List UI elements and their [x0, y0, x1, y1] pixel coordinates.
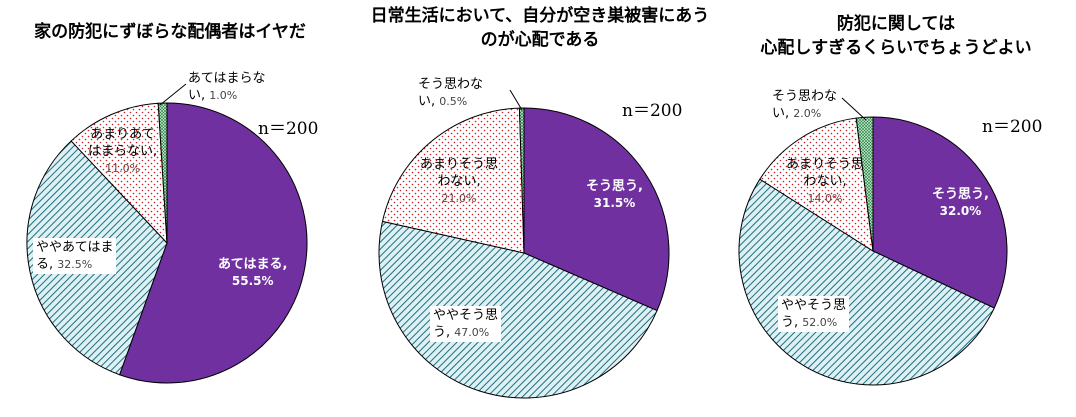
chart-title-line: 心配しすぎるくらいでちょうどよい [760, 38, 1032, 58]
slice-label-text: う, [433, 325, 451, 340]
leader-line [159, 83, 187, 106]
slice-label-agree: あてはまる, 55.5% [218, 256, 287, 290]
pie-slice-somewhat-agree [738, 178, 995, 386]
pie-svg [378, 89, 670, 399]
slice-label-text: あまりそう思 [786, 157, 865, 172]
pie-chart-burglary-worry: 日常生活において、自分が空き巣被害にあう のが心配である n＝200 そう思う,… [360, 0, 720, 417]
slice-label-text: そう思わな [772, 89, 838, 104]
slice-label-somewhat-disagree: あまりそう思 わない, 21.0% [420, 156, 498, 207]
slice-label-text: はまらない, [88, 144, 158, 159]
slice-label-text: る, [36, 257, 54, 272]
slice-label-text: そう思う, [932, 187, 989, 202]
slice-percent: 14.0% [807, 192, 843, 205]
slice-label-somewhat-agree: ややそう思 う, 52.0% [778, 296, 850, 332]
pie-svg [738, 97, 1008, 386]
leader-line [509, 89, 523, 111]
slice-label-text: あてはまる, [218, 257, 288, 272]
slice-percent: 32.0% [939, 204, 982, 218]
pie-chart-worry-is-good: 防犯に関しては 心配しすぎるくらいでちょうどよい n＝200 そう思う, 32.… [716, 0, 1076, 417]
pie-slice-disagree [518, 107, 525, 254]
slice-percent: 2.0% [793, 107, 822, 120]
slice-label-text: わない, [803, 174, 847, 189]
pie-slice-agree [872, 116, 1008, 309]
chart-title-line: のが心配である [480, 30, 600, 50]
slice-label-text: あまりそう思 [420, 157, 499, 172]
slice-label-somewhat-disagree: あまりそう思 わない, 14.0% [786, 156, 864, 207]
slice-label-agree: そう思う, 32.0% [932, 186, 989, 220]
sample-size-label: n＝200 [622, 101, 683, 121]
slice-label-somewhat-agree: ややあてはま る, 32.5% [33, 238, 117, 274]
pie-slice-somewhat-disagree [759, 117, 874, 252]
slice-label-text: あまりあて [90, 127, 155, 142]
pie-slice-agree [523, 107, 670, 312]
slice-percent: 0.5% [439, 95, 468, 108]
slice-label-text: あてはまらな [188, 71, 266, 86]
pie-chart-spouse-carelessness: 家の防犯にずぼらな配偶者はイヤだ n＝200 あてはまる, 55.5% ややあて… [0, 0, 340, 417]
slice-label-disagree: そう思わな い, 0.5% [418, 76, 483, 110]
chart-title: 家の防犯にずぼらな配偶者はイヤだ [0, 20, 340, 44]
chart-title-line: 家の防犯にずぼらな配偶者はイヤだ [34, 22, 306, 42]
slice-label-text: い, [772, 106, 790, 121]
chart-title: 防犯に関しては 心配しすぎるくらいでちょうどよい [716, 12, 1076, 60]
slice-label-text: そう思わな [418, 77, 484, 92]
pie-slice-agree [118, 102, 308, 384]
slice-label-text: そう思う, [586, 179, 643, 194]
slice-label-somewhat-agree: ややそう思 う, 47.0% [430, 306, 502, 342]
slice-label-text: ややそう思 [433, 308, 499, 323]
slice-percent: 31.5% [593, 196, 636, 210]
chart-title-line: 日常生活において、自分が空き巣被害にあう [370, 6, 710, 26]
slice-label-somewhat-disagree: あまりあて はまらない, 11.0% [88, 126, 157, 177]
slice-percent: 11.0% [105, 162, 141, 175]
pie-slice-disagree [855, 116, 874, 252]
slice-percent: 55.5% [231, 274, 274, 288]
slice-label-disagree: そう思わな い, 2.0% [772, 88, 837, 122]
sample-size-label: n＝200 [258, 119, 319, 139]
slice-percent: 52.0% [802, 316, 838, 329]
pie-slice-somewhat-disagree [70, 102, 168, 245]
slice-label-text: ややあてはま [36, 240, 114, 255]
slice-label-text: い, [418, 94, 436, 109]
slice-label-agree: そう思う, 31.5% [586, 178, 643, 212]
slice-label-text: う, [781, 315, 799, 330]
slice-percent: 32.5% [57, 258, 93, 271]
slice-label-text: い, [188, 88, 206, 103]
chart-title: 日常生活において、自分が空き巣被害にあう のが心配である [360, 4, 720, 52]
slice-label-text: ややそう思 [781, 298, 847, 313]
chart-title-line: 防犯に関しては [836, 14, 956, 34]
slice-percent: 47.0% [454, 326, 490, 339]
sample-size-label: n＝200 [982, 117, 1043, 137]
pie-svg [26, 83, 308, 384]
slice-percent: 1.0% [209, 89, 238, 102]
pie-slice-somewhat-disagree [381, 107, 525, 254]
leader-line [841, 97, 867, 121]
slice-label-disagree: あてはまらな い, 1.0% [188, 70, 265, 104]
slice-percent: 21.0% [441, 192, 477, 205]
slice-label-text: わない, [437, 174, 481, 189]
pie-slice-somewhat-agree [378, 220, 658, 399]
